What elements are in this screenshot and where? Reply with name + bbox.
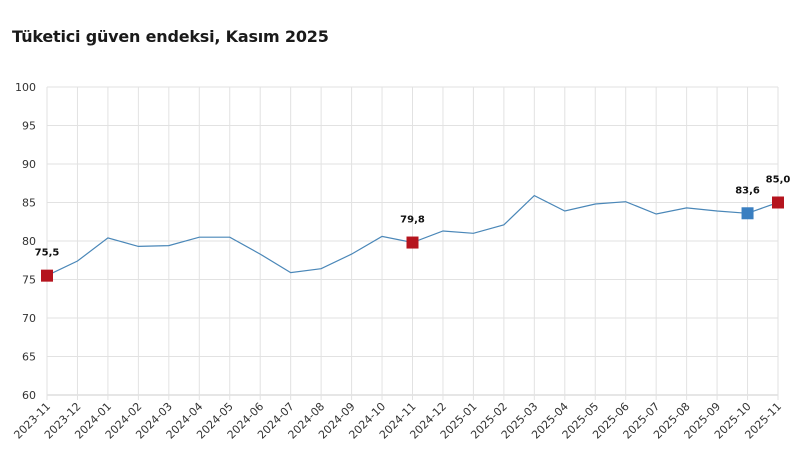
y-tick-label: 100 bbox=[15, 81, 36, 94]
highlight-marker bbox=[406, 236, 419, 249]
highlight-marker bbox=[772, 196, 784, 209]
highlight-marker bbox=[41, 269, 53, 282]
y-axis: 60 65 70 75 80 85 90 95 100 bbox=[15, 81, 36, 402]
y-tick-label: 85 bbox=[22, 197, 36, 210]
x-axis: 2023-112023-122024-012024-022024-032024-… bbox=[11, 400, 784, 442]
y-tick-label: 90 bbox=[22, 158, 36, 171]
y-tick-label: 70 bbox=[22, 312, 36, 325]
data-label: 79,8 bbox=[400, 215, 425, 226]
chart-title: Tüketici güven endeksi, Kasım 2025 bbox=[12, 27, 329, 46]
data-label: 75,5 bbox=[35, 248, 60, 259]
y-tick-label: 65 bbox=[22, 351, 36, 364]
highlight-marker bbox=[741, 207, 754, 220]
data-label: 85,0 bbox=[766, 175, 791, 186]
y-tick-label: 80 bbox=[22, 235, 36, 248]
highlight-markers: 75,5 79,8 83,6 85,0 bbox=[35, 175, 791, 282]
y-tick-label: 95 bbox=[22, 120, 36, 133]
y-tick-label: 75 bbox=[22, 274, 36, 287]
y-tick-label: 60 bbox=[22, 389, 36, 402]
data-label: 83,6 bbox=[735, 185, 760, 196]
gridlines bbox=[46, 86, 779, 400]
